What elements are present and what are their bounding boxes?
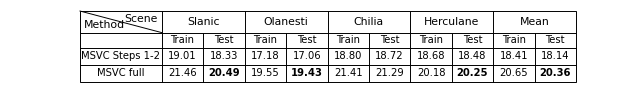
Text: Test: Test (297, 35, 317, 45)
Text: 20.25: 20.25 (457, 68, 488, 78)
Text: 18.33: 18.33 (210, 51, 238, 61)
Text: Mean: Mean (520, 17, 550, 27)
Text: 20.36: 20.36 (540, 68, 571, 78)
Text: 19.01: 19.01 (168, 51, 197, 61)
Text: Chilia: Chilia (354, 17, 384, 27)
Text: Train: Train (170, 35, 195, 45)
Text: Train: Train (419, 35, 443, 45)
Text: 20.18: 20.18 (417, 68, 445, 78)
Text: 21.29: 21.29 (375, 68, 404, 78)
Text: 19.55: 19.55 (251, 68, 280, 78)
Text: 17.06: 17.06 (292, 51, 321, 61)
Text: 18.80: 18.80 (334, 51, 362, 61)
Text: Test: Test (545, 35, 565, 45)
Text: 21.46: 21.46 (168, 68, 197, 78)
Text: 18.41: 18.41 (500, 51, 528, 61)
Text: Train: Train (502, 35, 526, 45)
Text: Scene: Scene (125, 14, 158, 24)
Text: Test: Test (214, 35, 234, 45)
Text: 20.65: 20.65 (500, 68, 528, 78)
Text: MSVC Steps 1-2: MSVC Steps 1-2 (81, 51, 161, 61)
Text: Slanic: Slanic (187, 17, 220, 27)
Text: 19.43: 19.43 (291, 68, 323, 78)
Text: 17.18: 17.18 (251, 51, 280, 61)
Text: Olanesti: Olanesti (264, 17, 308, 27)
Text: 20.49: 20.49 (208, 68, 240, 78)
Text: 18.14: 18.14 (541, 51, 570, 61)
Text: MSVC full: MSVC full (97, 68, 145, 78)
Text: Test: Test (380, 35, 399, 45)
Text: Method: Method (83, 20, 125, 30)
Text: 18.48: 18.48 (458, 51, 486, 61)
Text: Herculane: Herculane (424, 17, 479, 27)
Text: Train: Train (253, 35, 277, 45)
Text: 18.72: 18.72 (375, 51, 404, 61)
Text: 18.68: 18.68 (417, 51, 445, 61)
Text: 21.41: 21.41 (334, 68, 362, 78)
Text: Train: Train (336, 35, 360, 45)
Text: Test: Test (463, 35, 482, 45)
